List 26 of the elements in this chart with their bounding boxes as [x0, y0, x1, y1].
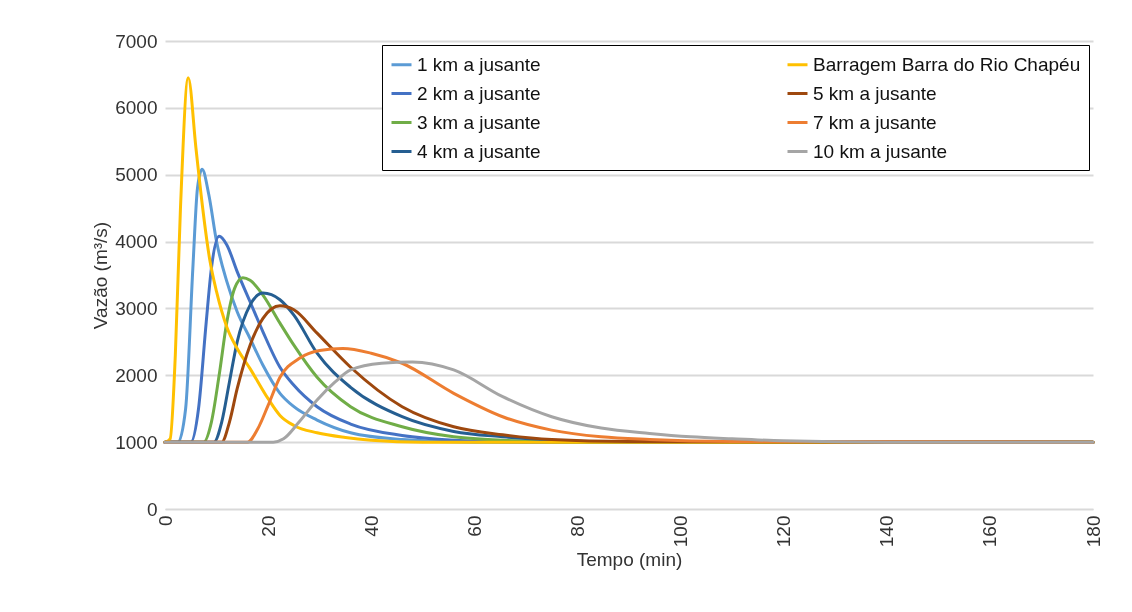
y-tick-label: 1000 [115, 431, 158, 453]
x-tick-label: 20 [257, 515, 279, 537]
legend-label: 5 km a jusante [813, 82, 937, 104]
y-tick-label: 5000 [115, 164, 158, 186]
x-axis-title: Tempo (min) [576, 549, 683, 571]
x-tick-label: 120 [773, 515, 795, 548]
x-tick-label: 180 [1082, 515, 1104, 548]
y-tick-label: 3000 [115, 297, 158, 319]
x-tick-label: 100 [670, 515, 692, 548]
legend-label: 10 km a jusante [813, 140, 948, 162]
legend-label: 2 km a jusante [417, 82, 541, 104]
legend-label: 4 km a jusante [417, 140, 541, 162]
legend-label: 3 km a jusante [417, 111, 541, 133]
legend-label: 1 km a jusante [417, 53, 541, 75]
y-axis-title: Vazão (m³/s) [90, 221, 112, 330]
x-tick-label: 140 [876, 515, 898, 548]
x-tick-label: 40 [360, 515, 382, 537]
x-tick-label: 80 [566, 515, 588, 537]
y-tick-label: 6000 [115, 97, 158, 119]
x-tick-label: 60 [463, 515, 485, 537]
y-tick-label: 2000 [115, 364, 158, 386]
y-tick-label: 4000 [115, 231, 158, 253]
x-tick-label: 160 [979, 515, 1001, 548]
legend-label: Barragem Barra do Rio Chapéu [813, 53, 1081, 75]
y-tick-label: 7000 [115, 30, 158, 52]
legend-label: 7 km a jusante [813, 111, 937, 133]
